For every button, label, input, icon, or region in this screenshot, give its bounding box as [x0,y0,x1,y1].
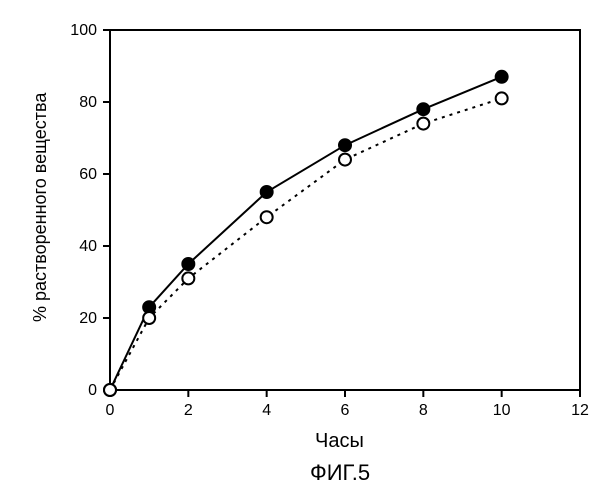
series-solid-marker [182,258,194,270]
series-dotted-marker [182,272,194,284]
x-tick-label: 10 [493,402,511,419]
series-dotted-marker [339,154,351,166]
series-solid-marker [339,139,351,151]
y-tick-label: 60 [79,166,97,183]
figure-caption: ФИГ.5 [310,460,370,486]
x-tick-label: 2 [184,402,193,419]
x-tick-label: 6 [341,402,350,419]
series-dotted-marker [261,211,273,223]
chart-container: { "chart": { "type": "line", "background… [0,0,616,500]
series-solid-marker [261,186,273,198]
series-solid-marker [417,103,429,115]
dissolution-chart: 0 20 40 60 80 100 0 2 4 6 8 10 12 [0,0,616,500]
y-tick-label: 80 [79,94,97,111]
x-tick-label: 4 [262,402,271,419]
y-tick-label: 0 [88,382,97,399]
series-solid-line [110,77,502,390]
series-dotted-line [110,98,502,390]
y-tick-label: 100 [70,22,97,39]
series-dotted-marker [104,384,116,396]
series-dotted-marker [496,92,508,104]
x-tick-label: 0 [106,402,115,419]
y-tick-label: 40 [79,238,97,255]
y-axis-label: % растворенного вещества [30,93,51,322]
series-solid-marker [496,71,508,83]
series-dotted-marker [417,118,429,130]
x-axis-label: Часы [315,430,364,453]
x-tick-label: 8 [419,402,428,419]
x-tick-label: 12 [571,402,589,419]
y-tick-label: 20 [79,310,97,327]
series-dotted-marker [143,312,155,324]
